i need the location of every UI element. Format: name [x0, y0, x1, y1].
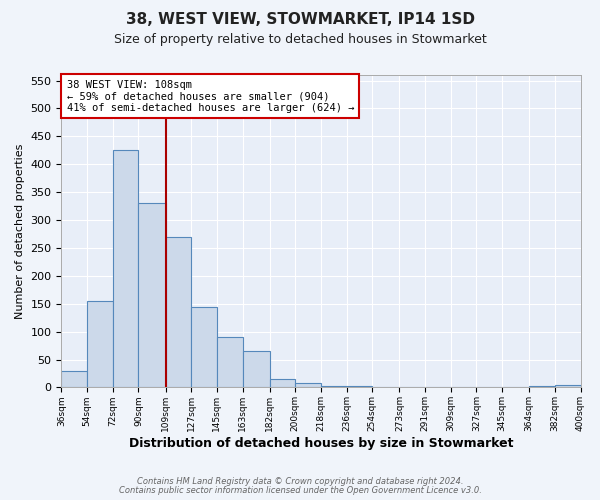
Bar [113, 150, 139, 388]
Bar [555, 384, 581, 388]
X-axis label: Distribution of detached houses by size in Stowmarket: Distribution of detached houses by size … [129, 437, 513, 450]
Text: Contains HM Land Registry data © Crown copyright and database right 2024.: Contains HM Land Registry data © Crown c… [137, 477, 463, 486]
Bar [476, 387, 502, 388]
Bar [451, 387, 476, 388]
Bar [87, 301, 113, 388]
Bar [295, 383, 321, 388]
Bar [400, 387, 425, 388]
Bar [425, 387, 451, 388]
Bar [347, 386, 372, 388]
Bar [166, 237, 191, 388]
Bar [139, 204, 166, 388]
Y-axis label: Number of detached properties: Number of detached properties [15, 144, 25, 319]
Bar [502, 387, 529, 388]
Bar [372, 387, 400, 388]
Bar [61, 370, 87, 388]
Bar [191, 306, 217, 388]
Bar [217, 337, 242, 388]
Bar [321, 386, 347, 388]
Text: 38 WEST VIEW: 108sqm
← 59% of detached houses are smaller (904)
41% of semi-deta: 38 WEST VIEW: 108sqm ← 59% of detached h… [67, 80, 354, 113]
Text: 38, WEST VIEW, STOWMARKET, IP14 1SD: 38, WEST VIEW, STOWMARKET, IP14 1SD [125, 12, 475, 28]
Bar [242, 351, 269, 388]
Text: Size of property relative to detached houses in Stowmarket: Size of property relative to detached ho… [113, 32, 487, 46]
Bar [269, 379, 295, 388]
Text: Contains public sector information licensed under the Open Government Licence v3: Contains public sector information licen… [119, 486, 481, 495]
Bar [529, 386, 555, 388]
